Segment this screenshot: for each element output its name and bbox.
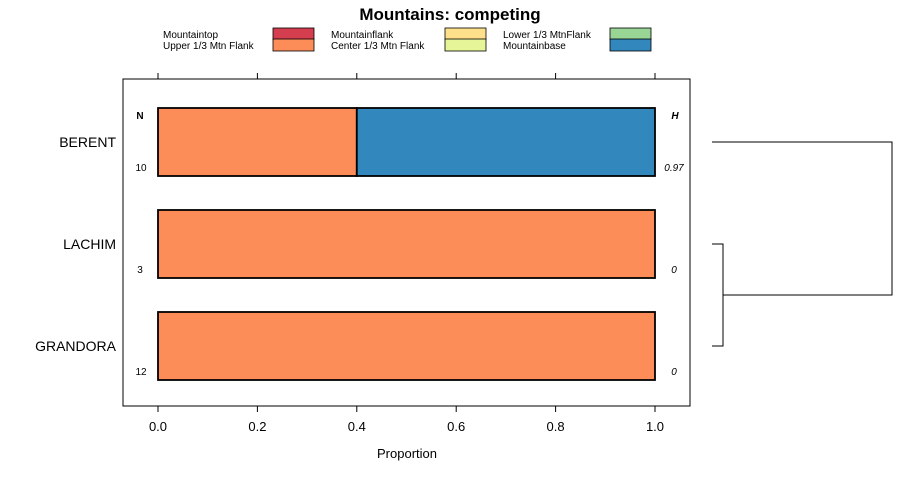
legend-swatch-mountainflank bbox=[444, 27, 487, 41]
n-header: N bbox=[136, 111, 143, 122]
legend-swatch-center-1-3-mtn-flank bbox=[444, 38, 487, 52]
h-value-berent: 0.97 bbox=[664, 163, 684, 174]
legend-swatch-upper-1-3-mtn-flank bbox=[272, 38, 315, 52]
legend-label-lower-flank: Lower 1/3 MtnFlank bbox=[503, 30, 592, 41]
legend-label-mountainflank: Mountainflank bbox=[331, 30, 394, 41]
ticks-group: 0.0 0.2 0.4 0.6 0.8 1.0 bbox=[149, 73, 664, 434]
x-tick-label-3: 0.6 bbox=[447, 419, 465, 434]
row-label-grandora: GRANDORA bbox=[35, 338, 117, 354]
dendrogram-link-berent-cluster bbox=[712, 141, 893, 296]
plot-frame bbox=[122, 78, 691, 407]
h-header: H bbox=[671, 111, 679, 122]
legend-label-upper-flank: Upper 1/3 Mtn Flank bbox=[163, 41, 255, 52]
legend-swatch-lower-1-3-mtnflank bbox=[609, 27, 652, 41]
x-axis-label: Proportion bbox=[377, 446, 437, 461]
legend-label-mountaintop: Mountaintop bbox=[163, 30, 218, 41]
row-label-lachim: LACHIM bbox=[63, 236, 116, 252]
bar-berent-upper-1-3-mtn-flank bbox=[157, 107, 358, 177]
n-value-grandora: 12 bbox=[135, 367, 147, 378]
dendrogram-link-lachim-grandora bbox=[712, 243, 724, 347]
legend-swatch-mountaintop bbox=[272, 27, 315, 41]
chart-title: Mountains: competing bbox=[359, 5, 540, 24]
x-tick-label-0: 0.0 bbox=[149, 419, 167, 434]
h-value-lachim: 0 bbox=[671, 265, 677, 276]
n-value-berent: 10 bbox=[135, 163, 147, 174]
bar-lachim-upper-1-3-mtn-flank bbox=[157, 209, 656, 279]
legend-label-mountainbase: Mountainbase bbox=[503, 41, 566, 52]
dendrogram bbox=[712, 141, 893, 347]
h-value-grandora: 0 bbox=[671, 367, 677, 378]
row-label-berent: BERENT bbox=[59, 134, 116, 150]
x-tick-label-4: 0.8 bbox=[547, 419, 565, 434]
bars-group bbox=[157, 107, 656, 381]
bar-grandora-upper-1-3-mtn-flank bbox=[157, 311, 656, 381]
x-tick-label-1: 0.2 bbox=[248, 419, 266, 434]
legend: Mountaintop Mountainflank Lower 1/3 MtnF… bbox=[163, 27, 652, 52]
n-value-lachim: 3 bbox=[137, 265, 143, 276]
legend-label-center-flank: Center 1/3 Mtn Flank bbox=[331, 41, 425, 52]
x-tick-label-2: 0.4 bbox=[348, 419, 366, 434]
x-tick-label-5: 1.0 bbox=[646, 419, 664, 434]
legend-swatch-mountainbase bbox=[609, 38, 652, 52]
bar-berent-mountainbase bbox=[355, 107, 656, 177]
